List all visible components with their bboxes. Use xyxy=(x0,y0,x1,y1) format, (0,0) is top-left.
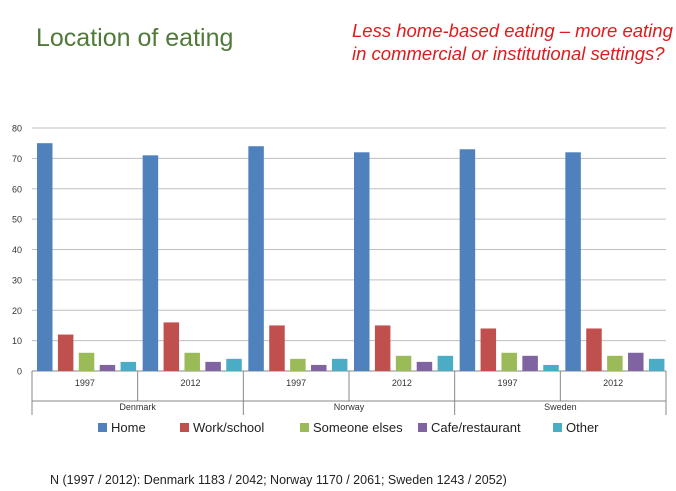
y-tick-label: 60 xyxy=(12,184,22,194)
legend-swatch xyxy=(300,423,309,432)
bar-home-2 xyxy=(248,146,264,371)
legend-swatch xyxy=(98,423,107,432)
y-tick-label: 70 xyxy=(12,154,22,164)
bar-chart: 0 10 20 30 40 50 60 70 80 1997 2012 Denmark 1997 201… xyxy=(12,124,667,435)
legend-label: Someone elses xyxy=(313,420,403,435)
bar-home-3 xyxy=(354,152,370,371)
x-tick-year: 2012 xyxy=(180,378,200,388)
bar-home-1 xyxy=(142,155,159,371)
x-axis-labels: 1997 2012 Denmark 1997 2012 Norway 1997 2012 Swe… xyxy=(31,371,667,415)
bar-other-4 xyxy=(543,364,559,371)
bar-cafe-restaurant-4 xyxy=(522,355,538,371)
bar-other-2 xyxy=(331,358,348,371)
bars xyxy=(37,143,665,371)
x-tick-year: 2012 xyxy=(392,378,412,388)
y-tick-label: 40 xyxy=(12,245,22,255)
bar-home-5 xyxy=(565,152,581,371)
bar-other-5 xyxy=(648,358,665,371)
x-tick-year: 1997 xyxy=(75,378,95,388)
bar-work-school-3 xyxy=(374,325,391,371)
bar-cafe-restaurant-0 xyxy=(99,364,116,371)
gridlines xyxy=(32,127,666,372)
y-tick-label: 80 xyxy=(12,124,22,134)
bar-someone-elses-5 xyxy=(607,355,623,371)
slide-title: Location of eating xyxy=(36,24,234,52)
bar-cafe-restaurant-5 xyxy=(628,352,644,371)
bar-someone-elses-4 xyxy=(501,352,517,371)
bar-someone-elses-2 xyxy=(290,358,306,371)
bar-home-0 xyxy=(37,143,53,371)
x-group-label: Denmark xyxy=(119,402,156,412)
legend-swatch xyxy=(553,423,562,432)
axes: 0 10 20 30 40 50 60 70 80 xyxy=(12,124,22,377)
y-tick-label: 20 xyxy=(12,306,22,316)
bar-other-1 xyxy=(226,358,242,371)
legend-label: Home xyxy=(111,420,146,435)
bar-cafe-restaurant-3 xyxy=(416,361,433,371)
x-tick-year: 1997 xyxy=(497,378,517,388)
y-tick-label: 30 xyxy=(12,275,22,285)
x-group-label: Norway xyxy=(334,402,365,412)
bar-someone-elses-1 xyxy=(184,352,200,371)
slide-subtitle: Less home-based eating – more eating in … xyxy=(352,20,673,64)
bar-cafe-restaurant-2 xyxy=(311,364,327,371)
x-tick-year: 1997 xyxy=(286,378,306,388)
legend-swatch xyxy=(180,423,189,432)
bar-other-3 xyxy=(437,355,454,371)
bar-work-school-5 xyxy=(586,328,602,371)
bar-someone-elses-3 xyxy=(395,355,412,371)
y-tick-label: 50 xyxy=(12,215,22,225)
legend-label: Cafe/restaurant xyxy=(431,420,521,435)
legend-label: Work/school xyxy=(193,420,264,435)
legend: Home Work/school Someone elses Cafe/restaur… xyxy=(98,420,599,435)
bar-work-school-2 xyxy=(269,325,285,371)
legend-label: Other xyxy=(566,420,599,435)
bar-someone-elses-0 xyxy=(78,352,95,371)
sample-size-note: N (1997 / 2012): Denmark 1183 / 2042; No… xyxy=(50,473,507,487)
bar-home-4 xyxy=(459,149,476,371)
y-tick-label: 10 xyxy=(12,336,22,346)
bar-cafe-restaurant-1 xyxy=(205,361,221,371)
bar-work-school-0 xyxy=(57,334,74,371)
y-tick-label: 0 xyxy=(17,367,22,377)
x-group-label: Sweden xyxy=(544,402,577,412)
bar-work-school-4 xyxy=(480,328,497,371)
bar-other-0 xyxy=(120,361,137,371)
legend-swatch xyxy=(418,423,427,432)
x-tick-year: 2012 xyxy=(603,378,623,388)
bar-work-school-1 xyxy=(163,322,180,371)
